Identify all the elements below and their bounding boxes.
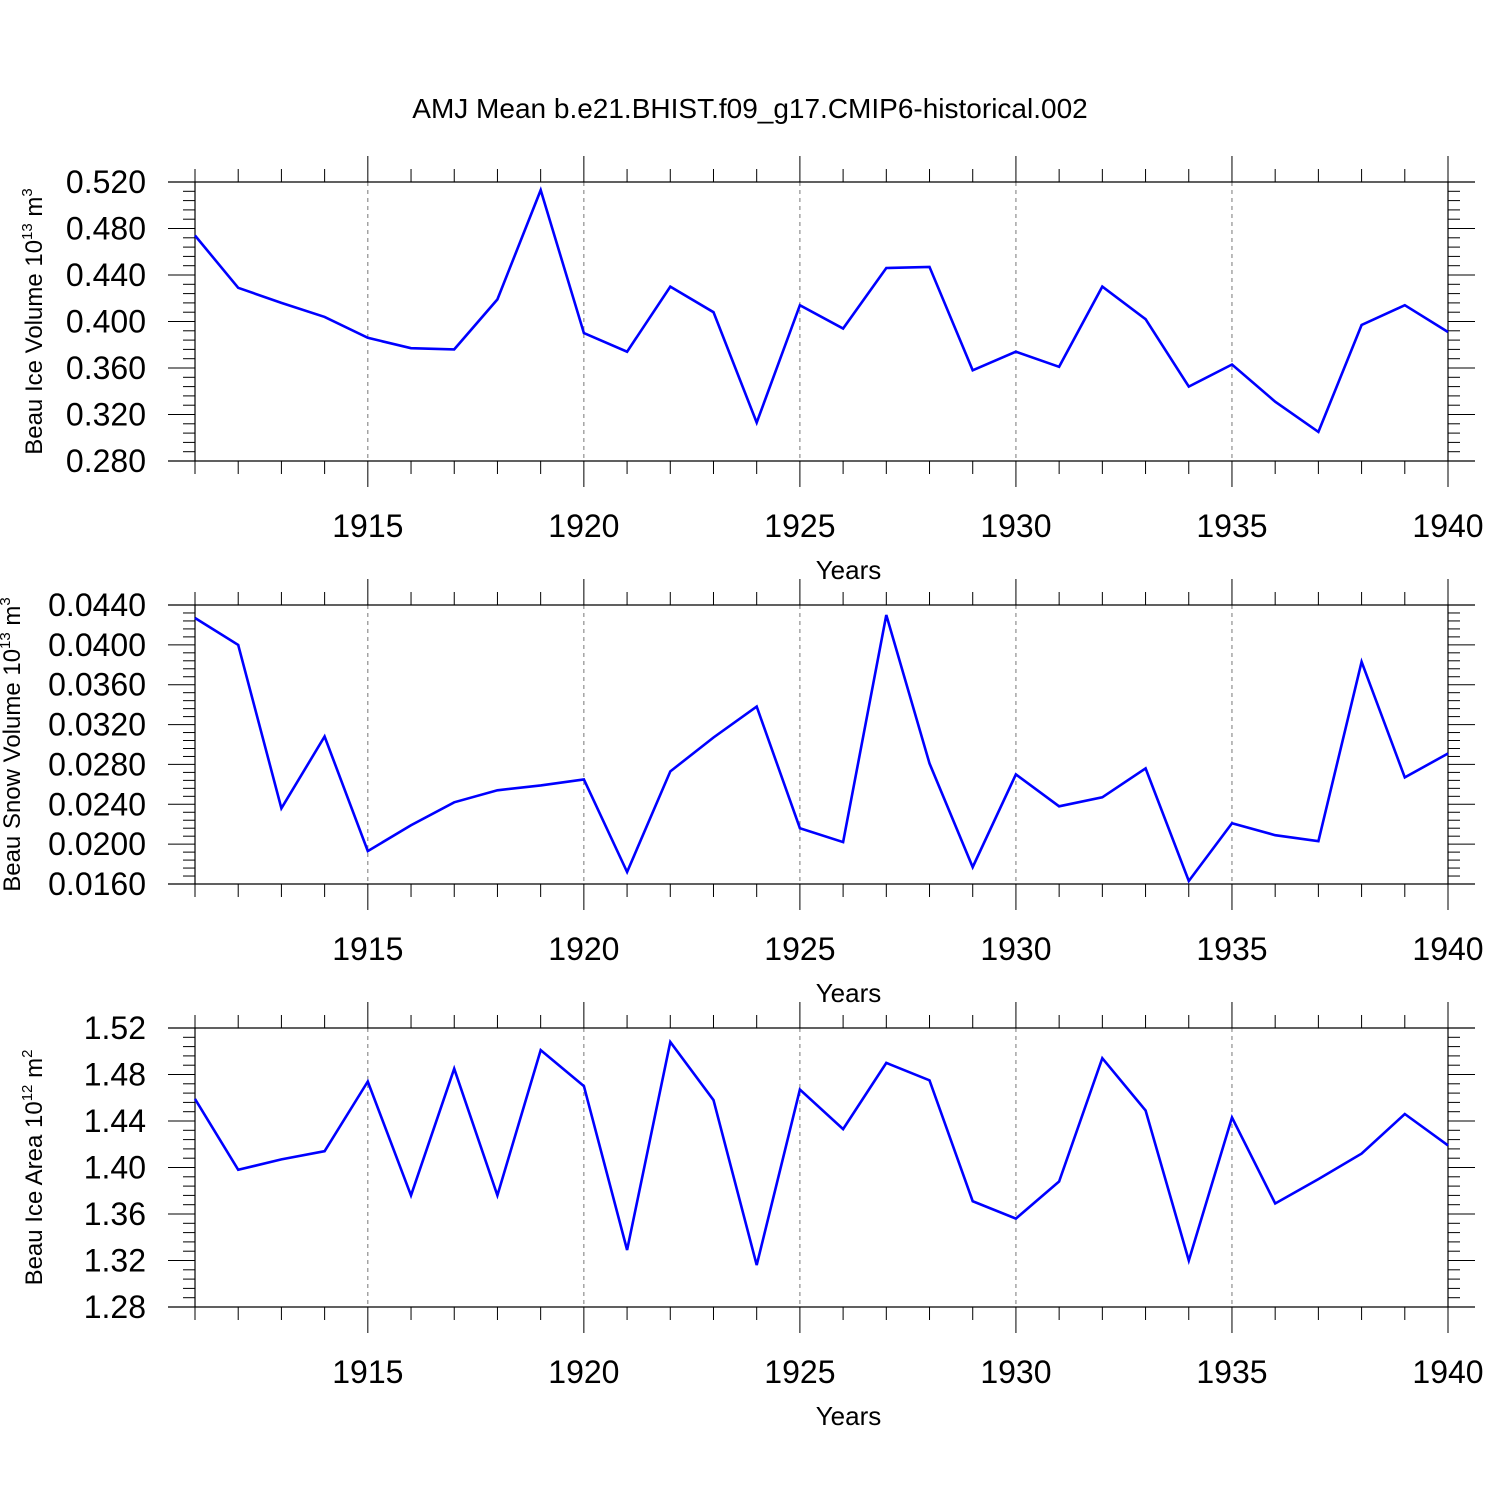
y-tick-label: 0.520 <box>66 164 146 200</box>
y-tick-label: 0.0280 <box>48 746 146 782</box>
y-axis-label-part: 13 <box>19 223 36 240</box>
y-tick-label: 0.280 <box>66 443 146 479</box>
y-axis-label-part: m <box>0 606 26 633</box>
series-line <box>194 614 1449 884</box>
x-axis-label: Years <box>816 555 882 585</box>
y-tick-label: 0.440 <box>66 257 146 293</box>
x-tick-label: 1915 <box>332 1354 403 1390</box>
y-tick-label: 0.320 <box>66 397 146 433</box>
x-tick-label: 1925 <box>764 508 835 544</box>
y-axis-label-part: Beau Ice Area 10 <box>21 1101 48 1285</box>
x-tick-label: 1915 <box>332 931 403 967</box>
y-axis-label-part: 13 <box>0 632 14 649</box>
y-tick-label: 0.360 <box>66 350 146 386</box>
y-axis-label-part: m <box>21 197 48 224</box>
y-tick-label: 0.0160 <box>48 866 146 902</box>
y-tick-label: 0.0200 <box>48 826 146 862</box>
x-axis-label: Years <box>816 1401 882 1431</box>
y-tick-label: 0.0240 <box>48 786 146 822</box>
y-tick-label: 1.44 <box>84 1103 146 1139</box>
y-tick-label: 0.400 <box>66 304 146 340</box>
series-line <box>193 186 1449 434</box>
chart-title: AMJ Mean b.e21.BHIST.f09_g17.CMIP6-histo… <box>412 93 1087 124</box>
x-tick-label: 1925 <box>764 1354 835 1390</box>
y-axis-label: Beau Ice Area 1012 m2 <box>19 1050 48 1286</box>
y-tick-label: 0.480 <box>66 211 146 247</box>
x-tick-label: 1920 <box>548 1354 619 1390</box>
panels: 1915 1920 1925 1930 1935 1940 0.280 0.320 0.360 0… <box>0 156 1484 1431</box>
y-axis-label-part: Beau Snow Volume 10 <box>0 649 26 892</box>
y-tick-label: 1.36 <box>84 1196 146 1232</box>
x-tick-label: 1930 <box>980 1354 1051 1390</box>
y-tick-label: 0.0360 <box>48 667 146 703</box>
y-tick-label: 1.52 <box>84 1010 146 1046</box>
y-tick-label: 1.48 <box>84 1057 146 1093</box>
x-tick-label: 1935 <box>1196 1354 1267 1390</box>
series-line <box>193 1038 1449 1266</box>
y-tick-label: 0.0400 <box>48 627 146 663</box>
x-tick-label: 1940 <box>1412 508 1483 544</box>
y-tick-label: 0.0320 <box>48 707 146 743</box>
x-tick-label: 1930 <box>980 931 1051 967</box>
x-tick-label: 1925 <box>764 931 835 967</box>
y-axis-label-part: m <box>21 1058 48 1085</box>
chart-panel-1: 1915 1920 1925 1930 1935 1940 0.280 0.320 0.360 0… <box>19 156 1484 585</box>
chart-panel-3: 1915 1920 1925 1930 1935 1940 1.28 1.32 1.36 1.40… <box>19 1002 1484 1431</box>
x-tick-label: 1920 <box>548 508 619 544</box>
x-tick-label: 1940 <box>1412 931 1483 967</box>
x-tick-label: 1915 <box>332 508 403 544</box>
y-axis-label-part: Beau Ice Volume 10 <box>21 240 48 455</box>
chart-panel-2: 1915 1920 1925 1930 1935 1940 0.0160 0.0200 0.02… <box>0 579 1484 1008</box>
y-tick-label: 1.28 <box>84 1289 146 1325</box>
y-tick-label: 0.0440 <box>48 587 146 623</box>
x-tick-label: 1920 <box>548 931 619 967</box>
y-axis-label-part: 2 <box>19 1050 36 1058</box>
y-axis-label: Beau Snow Volume 1013 m3 <box>0 597 26 892</box>
y-axis-label-part: 3 <box>19 188 36 196</box>
x-tick-label: 1935 <box>1196 508 1267 544</box>
y-axis-label-part: 12 <box>19 1085 36 1102</box>
y-axis-label-part: 3 <box>0 597 14 605</box>
y-tick-label: 1.32 <box>84 1243 146 1279</box>
x-tick-label: 1935 <box>1196 931 1267 967</box>
x-axis-label: Years <box>816 978 882 1008</box>
y-tick-label: 1.40 <box>84 1150 146 1186</box>
x-tick-label: 1930 <box>980 508 1051 544</box>
y-axis-label: Beau Ice Volume 1013 m3 <box>19 188 48 455</box>
x-tick-label: 1940 <box>1412 1354 1483 1390</box>
